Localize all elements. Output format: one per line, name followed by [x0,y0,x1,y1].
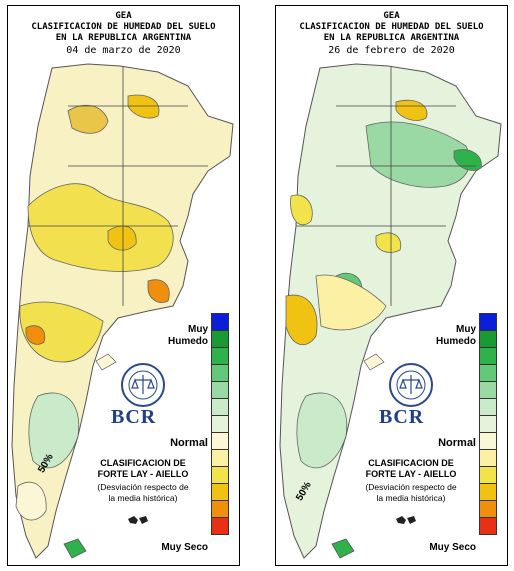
panel-subtitle: CLASIFICACION DE HUMEDAD DEL SUELO [299,22,484,32]
panel-date: 04 de marzo de 2020 [66,45,181,56]
legend-swatch [211,500,229,518]
panel-date: 26 de febrero de 2020 [328,45,455,56]
legend-swatch [211,313,229,331]
legend-swatch [479,347,497,365]
legend-top-label: Muy Humedo [436,324,476,347]
legend-swatch [211,517,229,535]
legend-swatch [211,449,229,467]
legend-swatch [211,330,229,348]
legend-bottom-label: Muy Seco [161,542,208,553]
legend-color-scale [211,313,229,535]
soil-moisture-map [11,63,234,559]
legend-swatch [479,398,497,416]
classification-title: CLASIFICACION DE [100,458,186,468]
legend-swatch [211,415,229,433]
panel-subtitle-2: EN LA REPUBLICA ARGENTINA [323,33,460,43]
islands-inset-icon [128,516,148,524]
legend-swatch [479,415,497,433]
panel-subtitle: CLASIFICACION DE HUMEDAD DEL SUELO [31,22,216,32]
classification-authors: FORTE LAY - AIELLO [97,469,189,479]
legend-swatch [479,466,497,484]
classification-note: (Desviación respecto de [97,482,189,492]
legend-swatch [211,364,229,382]
bcr-logo-text: BCR [111,406,157,428]
panel-title: GEA [115,11,132,21]
islands-inset-icon [396,516,416,524]
bcr-logo-text: BCR [379,406,425,428]
legend-swatch [211,398,229,416]
classification-note-2: la media histórica) [108,493,178,503]
soil-moisture-map [279,63,502,559]
map-panel-february: GEA CLASIFICACION DE HUMEDAD DEL SUELO E… [275,5,508,566]
legend-swatch [211,432,229,450]
bcr-seal-icon [389,363,433,407]
classification-note-2: la media histórica) [376,493,446,503]
legend-top-label: Muy Humedo [168,324,208,347]
legend-swatch [479,364,497,382]
legend-swatch [479,432,497,450]
legend-swatch [479,381,497,399]
legend-swatch [211,466,229,484]
legend-swatch [211,381,229,399]
bcr-seal-icon [121,363,165,407]
legend-color-scale [479,313,497,535]
classification-note: (Desviación respecto de [365,482,457,492]
legend-swatch [211,347,229,365]
map-panel-march: GEA CLASIFICACION DE HUMEDAD DEL SUELO E… [7,5,240,566]
legend-swatch [479,483,497,501]
legend-bottom-label: Muy Seco [429,542,476,553]
classification-authors: FORTE LAY - AIELLO [365,469,457,479]
legend-swatch [479,330,497,348]
legend-swatch [211,483,229,501]
legend-middle-label: Normal [438,437,476,449]
legend-swatch [479,449,497,467]
legend-swatch [479,517,497,535]
panel-subtitle-2: EN LA REPUBLICA ARGENTINA [55,33,192,43]
panel-title: GEA [383,11,400,21]
legend-middle-label: Normal [170,437,208,449]
classification-title: CLASIFICACION DE [368,458,454,468]
legend-swatch [479,500,497,518]
legend-swatch [479,313,497,331]
